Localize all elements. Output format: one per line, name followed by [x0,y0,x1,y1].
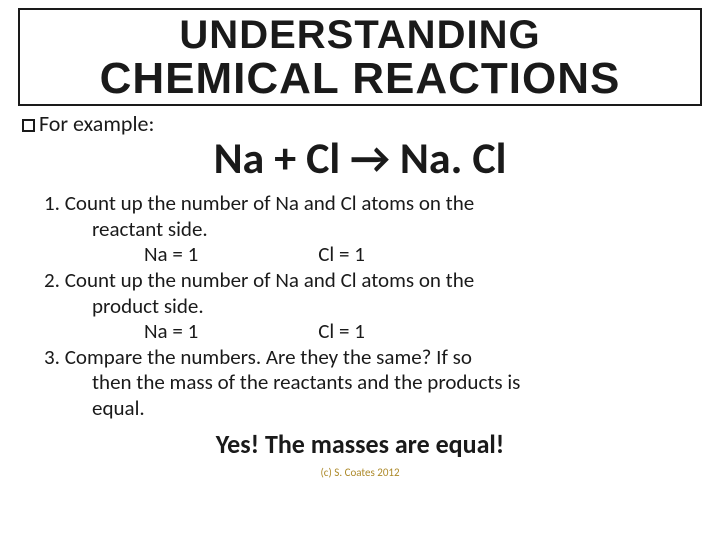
step-1-line-b: reactant side. [44,217,676,243]
step-1-na: Na = 1 [144,241,198,267]
step-2-text-a: Count up the number of Na and Cl atoms o… [65,267,475,293]
step-1-line-a: 1. Count up the number of Na and Cl atom… [44,191,676,217]
step-2-num: 2. [44,267,60,293]
step-3-line-a: 3. Compare the numbers. Are they the sam… [44,345,676,371]
step-2-cl: Cl = 1 [318,318,365,344]
title-box: UNDERSTANDING CHEMICAL REACTIONS [18,8,702,106]
title-line-1: UNDERSTANDING [179,13,540,57]
step-2-na: Na = 1 [144,318,198,344]
copyright: (c) S. Coates 2012 [0,466,720,479]
step-1-num: 1. [44,190,60,216]
title-line-2: CHEMICAL REACTIONS [100,54,621,103]
step-3-line-c: equal. [44,396,676,422]
conclusion: Yes! The masses are equal! [0,428,720,460]
chemical-equation: Na + Cl → Na. Cl [0,131,720,185]
title-heading: UNDERSTANDING CHEMICAL REACTIONS [28,14,692,102]
step-2-line-b: product side. [44,294,676,320]
step-3-text-a: Compare the numbers. Are they the same? … [65,344,472,370]
step-2-line-a: 2. Count up the number of Na and Cl atom… [44,268,676,294]
step-1-counts: Na = 1 Cl = 1 [44,242,676,268]
square-bullet-icon [22,119,35,132]
step-3-line-b: then the mass of the reactants and the p… [44,370,676,396]
step-1-text-a: Count up the number of Na and Cl atoms o… [65,190,475,216]
step-2-counts: Na = 1 Cl = 1 [44,319,676,345]
steps-block: 1. Count up the number of Na and Cl atom… [44,191,676,421]
step-1-cl: Cl = 1 [318,241,365,267]
step-3-num: 3. [44,344,60,370]
bullet-text: For example: [39,110,154,137]
